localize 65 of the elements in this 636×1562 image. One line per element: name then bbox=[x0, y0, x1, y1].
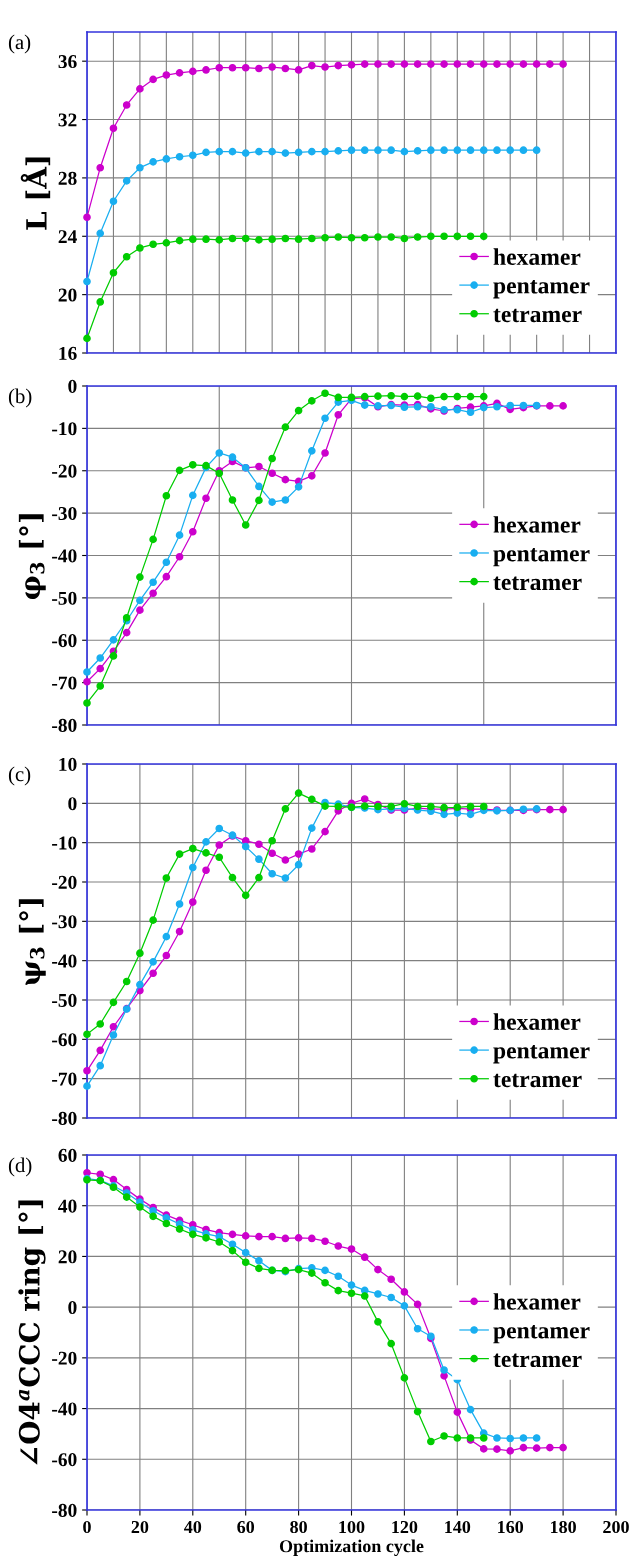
text: (c) bbox=[8, 766, 31, 786]
legend-label: tetramer bbox=[493, 1073, 582, 1088]
x-tick-label: 20 bbox=[131, 1520, 149, 1534]
x-axis-title: Optimization cycle bbox=[279, 1539, 424, 1556]
legend-label: hexamer bbox=[493, 248, 581, 265]
y-tick-label: -20 bbox=[52, 464, 77, 478]
y-axis-title: ψ$_{3}$ [°] bbox=[18, 899, 46, 986]
y-tick-label: 0 bbox=[68, 1300, 77, 1315]
y-tick-label: -30 bbox=[52, 915, 77, 929]
x-tick-label: 120 bbox=[392, 1520, 418, 1534]
x-tick-label: 200 bbox=[603, 1520, 629, 1534]
x-tick-label: 180 bbox=[551, 1520, 576, 1534]
y-tick-label: 28 bbox=[58, 171, 77, 185]
y-tick-label: -30 bbox=[52, 506, 77, 521]
y-tick-label: 32 bbox=[58, 113, 77, 127]
legend-label: hexamer bbox=[493, 516, 581, 533]
y-tick-label: 0 bbox=[68, 797, 77, 811]
legend-label: tetramer bbox=[493, 576, 582, 591]
y-tick-label: 10 bbox=[59, 757, 77, 771]
y-tick-label: -80 bbox=[52, 1503, 77, 1517]
x-tick-label: 60 bbox=[237, 1520, 255, 1534]
legend-label: pentamer bbox=[493, 547, 590, 567]
y-tick-label: -10 bbox=[52, 422, 77, 436]
y-tick-label: -80 bbox=[52, 1111, 77, 1125]
y-tick-label: -20 bbox=[52, 875, 77, 889]
x-tick-label: 160 bbox=[498, 1520, 524, 1534]
y-tick-label: -80 bbox=[52, 718, 77, 732]
x-tick-label: 100 bbox=[339, 1520, 365, 1534]
y-tick-label: -40 bbox=[52, 549, 77, 563]
y-tick-label: -60 bbox=[52, 1453, 77, 1467]
text: (a) bbox=[8, 34, 31, 54]
legend-label: hexamer bbox=[493, 1013, 581, 1030]
y-tick-label: 60 bbox=[58, 1148, 77, 1162]
y-axis-title: ∠O4$^{a}$CCC ring [°] bbox=[18, 1200, 46, 1465]
x-tick-label: 80 bbox=[290, 1520, 307, 1534]
y-tick-label: -60 bbox=[52, 634, 77, 648]
y-axis-title: φ$_{3}$ [°] bbox=[18, 514, 46, 600]
text: (d) bbox=[8, 1157, 32, 1177]
text: (b) bbox=[8, 388, 32, 408]
y-tick-label: -70 bbox=[52, 1072, 77, 1086]
y-tick-label: 40 bbox=[58, 1199, 77, 1213]
x-tick-label: 0 bbox=[83, 1520, 91, 1534]
legend-label: pentamer bbox=[493, 1324, 590, 1344]
y-tick-label: -70 bbox=[52, 676, 77, 690]
y-tick-label: 16 bbox=[59, 346, 77, 360]
y-tick-label: -20 bbox=[52, 1351, 77, 1365]
y-tick-label: 20 bbox=[58, 288, 77, 302]
y-tick-label: 36 bbox=[58, 55, 77, 69]
x-tick-label: 40 bbox=[184, 1520, 202, 1534]
legend-label: pentamer bbox=[493, 1045, 590, 1064]
y-tick-label: -60 bbox=[52, 1033, 77, 1047]
y-tick-label: -50 bbox=[52, 591, 77, 605]
y-tick-label: 0 bbox=[68, 379, 77, 393]
x-tick-label: 140 bbox=[445, 1520, 471, 1534]
y-tick-label: -10 bbox=[52, 836, 77, 850]
legend-label: hexamer bbox=[493, 1293, 581, 1310]
legend-label: pentamer bbox=[493, 280, 590, 299]
legend-label: tetramer bbox=[493, 1353, 582, 1368]
y-axis-title: L [Å] bbox=[20, 157, 51, 230]
y-tick-label: -40 bbox=[52, 954, 77, 968]
y-tick-label: -40 bbox=[52, 1402, 77, 1416]
y-tick-label: 20 bbox=[58, 1250, 77, 1264]
legend-label: tetramer bbox=[493, 308, 582, 323]
y-tick-label: -50 bbox=[52, 993, 77, 1007]
y-tick-label: 24 bbox=[58, 230, 77, 244]
